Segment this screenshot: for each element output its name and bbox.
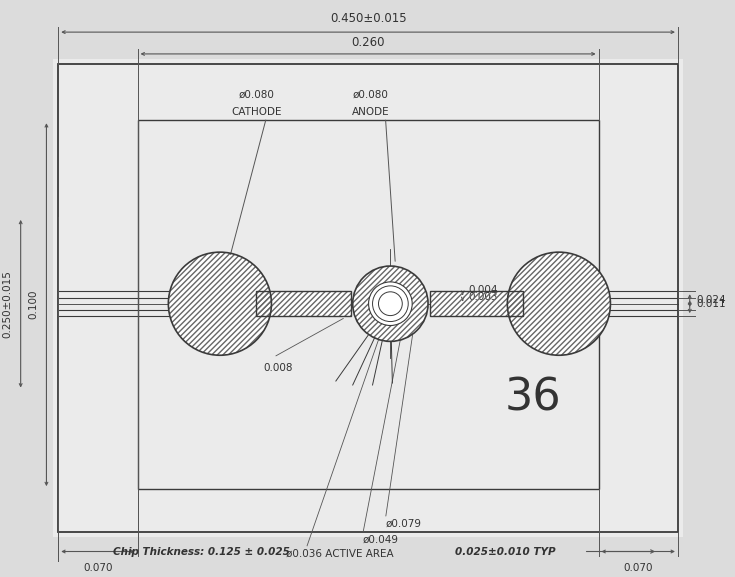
Circle shape	[379, 292, 402, 316]
Text: 0.070: 0.070	[83, 563, 112, 574]
Text: 0.450±0.015: 0.450±0.015	[330, 12, 406, 25]
Text: ø0.036 ACTIVE AREA: ø0.036 ACTIVE AREA	[287, 549, 394, 559]
Bar	[430, 291, 523, 316]
Text: 0.024: 0.024	[697, 295, 726, 305]
Bar	[430, 291, 523, 316]
Circle shape	[507, 252, 611, 355]
Circle shape	[368, 282, 412, 325]
Text: 0.070: 0.070	[623, 563, 653, 574]
Bar	[256, 291, 351, 316]
Text: ø0.079: ø0.079	[385, 519, 421, 529]
Text: ANODE: ANODE	[352, 107, 390, 117]
Text: 0.260: 0.260	[351, 36, 385, 49]
Text: 36: 36	[504, 377, 561, 419]
Text: 0.008: 0.008	[264, 363, 293, 373]
Circle shape	[353, 266, 428, 342]
Circle shape	[168, 252, 271, 355]
Text: Chip Thickness: 0.125 ± 0.025: Chip Thickness: 0.125 ± 0.025	[113, 546, 290, 556]
Text: 0.250±0.015: 0.250±0.015	[3, 270, 12, 338]
Text: 0.011: 0.011	[697, 299, 726, 309]
Bar	[58, 64, 678, 531]
Bar	[430, 291, 523, 316]
Text: 0.025±0.010 TYP: 0.025±0.010 TYP	[455, 546, 556, 556]
Text: ø0.080: ø0.080	[239, 89, 274, 99]
Circle shape	[373, 286, 408, 321]
Text: 0.004: 0.004	[469, 285, 498, 295]
Bar	[54, 59, 683, 537]
Bar	[256, 291, 351, 316]
Text: 0.003: 0.003	[469, 291, 498, 302]
Bar	[256, 291, 351, 316]
Text: ø0.049: ø0.049	[362, 535, 398, 545]
Text: 0.100: 0.100	[29, 290, 38, 320]
Text: ø0.080: ø0.080	[353, 89, 389, 99]
Text: 25: 25	[402, 324, 415, 334]
Text: CATHODE: CATHODE	[232, 107, 282, 117]
Bar	[137, 121, 598, 489]
